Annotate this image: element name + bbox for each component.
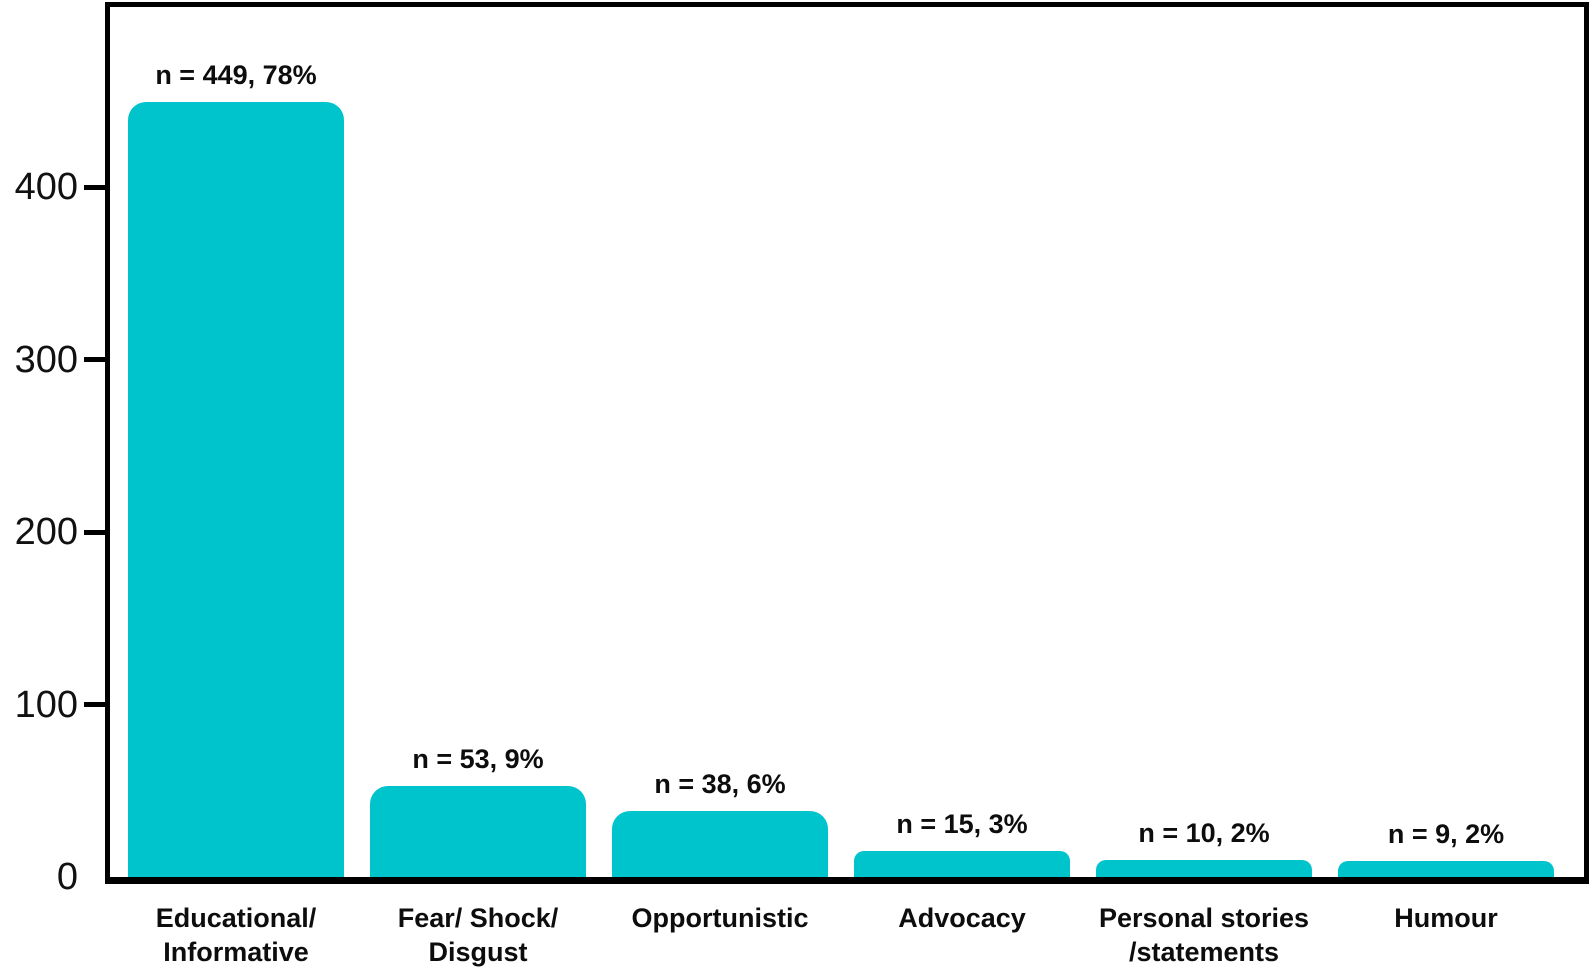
category-label-humour: Humour bbox=[1394, 903, 1498, 933]
bar-value-label-personal-stories-statements: n = 10, 2% bbox=[1138, 818, 1270, 848]
y-tick-400 bbox=[84, 184, 108, 190]
bar-humour bbox=[1338, 861, 1554, 877]
y-tick-label-300: 300 bbox=[14, 338, 78, 381]
bar-value-label-opportunistic: n = 38, 6% bbox=[654, 769, 786, 799]
category-label-personal-stories-statements: Personal stories /statements bbox=[1098, 903, 1310, 967]
y-tick-label-0: 0 bbox=[56, 856, 78, 898]
y-tick-label-400: 400 bbox=[14, 166, 78, 208]
plot-area-border bbox=[105, 2, 1589, 884]
category-label-educational-informative: Educational/ Informative bbox=[155, 903, 317, 967]
y-tick-300 bbox=[84, 357, 108, 362]
category-label-advocacy: Advocacy bbox=[898, 903, 1026, 933]
y-tick-100 bbox=[84, 702, 108, 707]
bar-value-label-fear-shock-disgust: n = 53, 9% bbox=[412, 744, 544, 774]
bar-educational-informative bbox=[128, 102, 344, 877]
y-tick-label-100: 100 bbox=[14, 683, 78, 726]
y-tick-200 bbox=[84, 529, 108, 535]
bar-value-label-advocacy: n = 15, 3% bbox=[896, 809, 1028, 839]
category-label-fear-shock-disgust: Fear/ Shock/ Disgust bbox=[397, 903, 559, 967]
bar-personal-stories-statements bbox=[1096, 860, 1312, 877]
bar-value-label-educational-informative: n = 449, 78% bbox=[155, 60, 317, 90]
bar-fear-shock-disgust bbox=[370, 786, 586, 877]
bar-value-label-humour: n = 9, 2% bbox=[1387, 819, 1505, 849]
bar-opportunistic bbox=[612, 811, 828, 877]
y-tick-label-200: 200 bbox=[14, 511, 78, 553]
category-label-opportunistic: Opportunistic bbox=[631, 903, 809, 933]
bar-advocacy bbox=[854, 851, 1070, 877]
